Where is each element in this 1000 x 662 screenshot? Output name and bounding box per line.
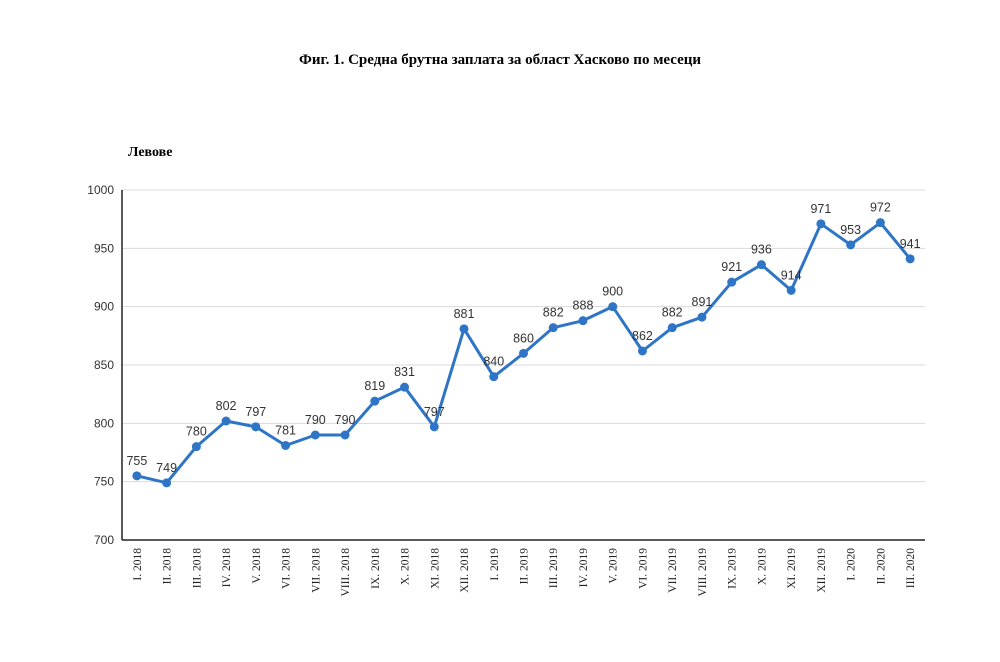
x-tick-label: IV. 2018 [221,548,233,588]
data-point [727,277,737,287]
x-tick-label: II. 2019 [519,548,531,585]
data-label: 882 [662,306,683,320]
x-tick-label: VII. 2018 [310,548,322,593]
data-label: 749 [156,461,177,475]
data-label: 802 [216,399,237,413]
data-label: 797 [424,405,445,419]
data-point [667,323,677,333]
data-point [846,240,856,250]
data-label: 972 [870,201,891,215]
x-tick-label: I. 2020 [846,548,858,581]
x-tick-label: VII. 2019 [667,548,679,593]
x-tick-label: VI. 2018 [281,548,293,589]
data-label: 914 [781,268,802,282]
data-point [905,254,915,264]
x-tick-label: X. 2019 [756,548,768,585]
data-point [697,312,707,322]
x-tick-label: X. 2018 [400,548,412,585]
x-tick-label: VI. 2019 [637,548,649,589]
data-point [459,324,469,334]
data-label: 780 [186,425,207,439]
data-point [191,442,201,452]
y-tick-label: 700 [94,533,114,547]
y-tick-label: 750 [94,475,114,489]
data-label: 790 [305,413,326,427]
data-point [370,396,380,406]
y-tick-label: 950 [94,241,114,255]
y-tick-label: 850 [94,358,114,372]
data-label: 936 [751,243,772,257]
data-label: 882 [543,306,564,320]
data-point [519,348,528,358]
data-point [489,372,499,382]
data-label: 840 [483,355,504,369]
x-tick-label: XI. 2019 [786,548,798,589]
data-label: 797 [245,405,266,419]
x-tick-label: I. 2019 [489,548,501,581]
data-point [132,471,142,481]
y-axis-label: Левове [128,145,173,160]
data-point [756,260,766,270]
data-point [786,285,796,295]
x-tick-label: XII. 2018 [459,548,471,593]
data-point [221,416,231,426]
data-label: 755 [126,454,147,468]
data-point [578,316,588,326]
x-tick-label: IX. 2019 [727,548,739,589]
data-point [400,382,410,392]
x-tick-label: IV. 2019 [578,548,590,588]
data-point [875,218,885,228]
data-label: 831 [394,365,415,379]
y-tick-label: 800 [94,416,114,430]
data-label: 790 [335,413,356,427]
data-label: 891 [692,295,713,309]
x-tick-label: III. 2018 [191,548,203,588]
data-label: 881 [454,307,475,321]
data-label: 860 [513,331,534,345]
chart-title: Фиг. 1. Средна брутна заплата за област … [298,52,702,68]
x-tick-label: III. 2020 [905,548,917,588]
y-tick-label: 900 [94,300,114,314]
x-tick-label: II. 2020 [875,548,887,585]
x-tick-label: VIII. 2019 [697,548,709,597]
data-point [548,323,558,333]
data-point [637,346,647,356]
data-point [608,302,618,312]
x-tick-label: XI. 2018 [429,548,441,589]
data-point [310,430,320,440]
data-label: 819 [364,379,385,393]
x-tick-label: VIII. 2018 [340,548,352,597]
data-point [281,441,291,450]
data-label: 862 [632,329,653,343]
x-tick-label: III. 2019 [548,548,560,588]
y-tick-label: 1000 [87,183,114,197]
data-label: 941 [900,237,921,251]
x-tick-label: V. 2018 [251,548,263,584]
data-point [429,422,439,432]
data-point [251,422,261,432]
data-label: 781 [275,424,296,438]
data-label: 953 [840,223,861,237]
data-label: 971 [810,202,831,216]
x-tick-label: II. 2018 [162,548,174,585]
data-label: 888 [573,299,594,313]
data-point [162,478,172,488]
x-tick-label: I. 2018 [132,548,144,581]
x-tick-label: XII. 2019 [816,548,828,593]
data-point [816,219,826,229]
data-label: 921 [721,260,742,274]
x-tick-label: V. 2019 [608,548,620,584]
x-tick-label: IX. 2018 [370,548,382,589]
data-point [340,430,350,440]
data-label: 900 [602,285,623,299]
